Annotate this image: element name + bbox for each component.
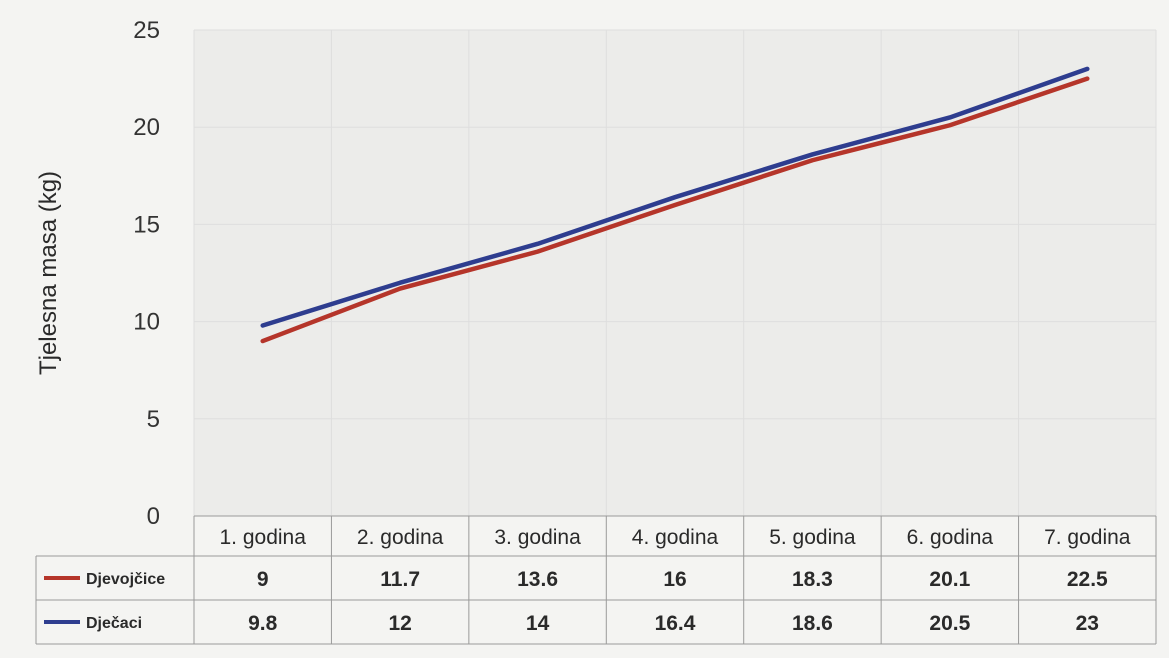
y-tick-label: 5 [147,406,160,433]
y-tick-label: 0 [147,503,160,530]
y-tick-label: 20 [133,114,160,141]
gridlines [193,29,1157,517]
data-label: 18.6 [792,612,833,635]
data-label: 16 [663,568,686,591]
y-tick-label: 15 [133,211,160,238]
data-label: 13.6 [517,568,558,591]
x-category-label: 4. godina [632,526,719,549]
x-category-label: 3. godina [494,526,581,549]
data-label: 20.5 [929,612,970,635]
y-tick-label: 10 [133,309,160,336]
series-line-1 [260,76,1090,344]
data-label: 12 [388,612,411,635]
data-label: 9.8 [248,612,278,635]
y-axis-label: Tjelesna masa (kg) [35,171,62,375]
data-label: 14 [526,612,550,635]
data-label: 9 [257,568,269,591]
x-category-label: 1. godina [220,526,307,549]
data-label: 11.7 [380,568,420,591]
legend-label: Djevojčice [86,571,165,588]
data-label: 20.1 [929,568,970,591]
legend-label: Dječaci [86,615,142,632]
x-category-label: 2. godina [357,526,444,549]
data-label: 23 [1076,612,1099,635]
x-category-label: 7. godina [1044,526,1131,549]
series-lines [260,66,1090,344]
x-category-label: 5. godina [769,526,856,549]
data-table: 1. godina 2. godina 3. godina 4. godina 5. g… [35,515,1157,645]
data-label: 22.5 [1067,568,1108,591]
series-line-2 [260,66,1090,328]
data-label: 18.3 [792,568,833,591]
data-label: 16.4 [655,612,696,635]
y-axis-ticks: 0 5 10 15 20 25 [133,17,160,530]
x-category-label: 6. godina [907,526,994,549]
y-tick-label: 25 [133,17,160,44]
